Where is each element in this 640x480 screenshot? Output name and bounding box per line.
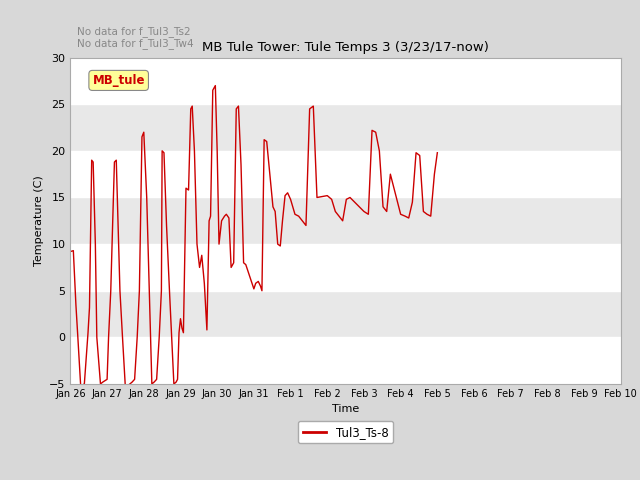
Text: MB_tule: MB_tule xyxy=(92,74,145,87)
Text: No data for f_Tul3_Ts2: No data for f_Tul3_Ts2 xyxy=(77,26,191,37)
Bar xyxy=(70,58,621,104)
X-axis label: Time: Time xyxy=(332,405,359,414)
Title: MB Tule Tower: Tule Temps 3 (3/23/17-now): MB Tule Tower: Tule Temps 3 (3/23/17-now… xyxy=(202,41,489,54)
Bar xyxy=(70,291,621,337)
Bar xyxy=(70,244,621,291)
Bar xyxy=(70,337,621,384)
Bar xyxy=(70,197,621,244)
Y-axis label: Temperature (C): Temperature (C) xyxy=(34,175,44,266)
Legend: Tul3_Ts-8: Tul3_Ts-8 xyxy=(298,421,393,444)
Bar xyxy=(70,104,621,151)
Bar xyxy=(70,151,621,197)
Text: No data for f_Tul3_Tw4: No data for f_Tul3_Tw4 xyxy=(77,38,193,49)
